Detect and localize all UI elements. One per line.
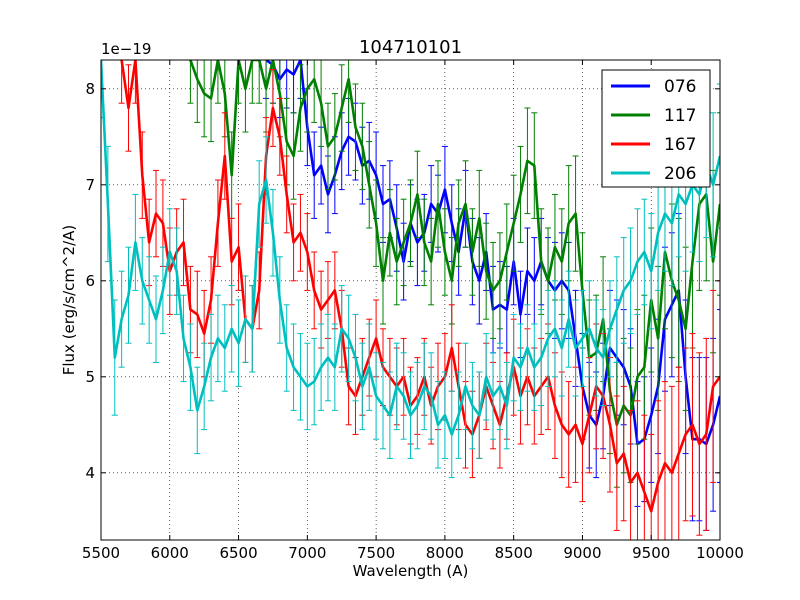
axis-ticks: 5500 6000 6500 7000 7500 8000 8500 9000 9500 1000… [82, 60, 744, 562]
y-axis-label: Flux (erg/s/cm^2/A) [60, 225, 78, 376]
series-206 [101, 60, 720, 479]
x-axis-label: Wavelength (A) [353, 562, 469, 580]
y-tick-label: 4 [85, 464, 95, 482]
legend-label-167: 167 [664, 135, 696, 155]
y-offset-text: 1e−19 [101, 40, 151, 58]
series-layer [101, 60, 720, 540]
legend-box [601, 69, 711, 188]
legend-label-076: 076 [664, 77, 696, 97]
plot-frame [100, 59, 721, 541]
legend: 076 117 167 206 [601, 69, 711, 188]
y-tick-label: 8 [85, 80, 95, 98]
x-tick-label: 6000 [151, 544, 189, 562]
x-tick-label: 7500 [357, 544, 395, 562]
y-tick-label: 7 [85, 176, 95, 194]
x-tick-label: 8500 [495, 544, 533, 562]
series-line-117 [189, 60, 720, 427]
y-tick-label: 5 [85, 368, 95, 386]
x-tick-label: 10000 [696, 544, 744, 562]
legend-label-206: 206 [664, 164, 696, 184]
x-tick-label: 5500 [82, 544, 120, 562]
x-tick-label: 6500 [219, 544, 257, 562]
x-tick-label: 9000 [563, 544, 601, 562]
y-tick-label: 6 [85, 272, 95, 290]
series-line-206 [101, 60, 720, 436]
x-tick-label: 9500 [632, 544, 670, 562]
legend-label-117: 117 [664, 106, 696, 126]
chart-title: 104710101 [359, 37, 462, 58]
x-tick-label: 8000 [426, 544, 464, 562]
series-line-167 [120, 60, 720, 513]
x-tick-label: 7000 [288, 544, 326, 562]
